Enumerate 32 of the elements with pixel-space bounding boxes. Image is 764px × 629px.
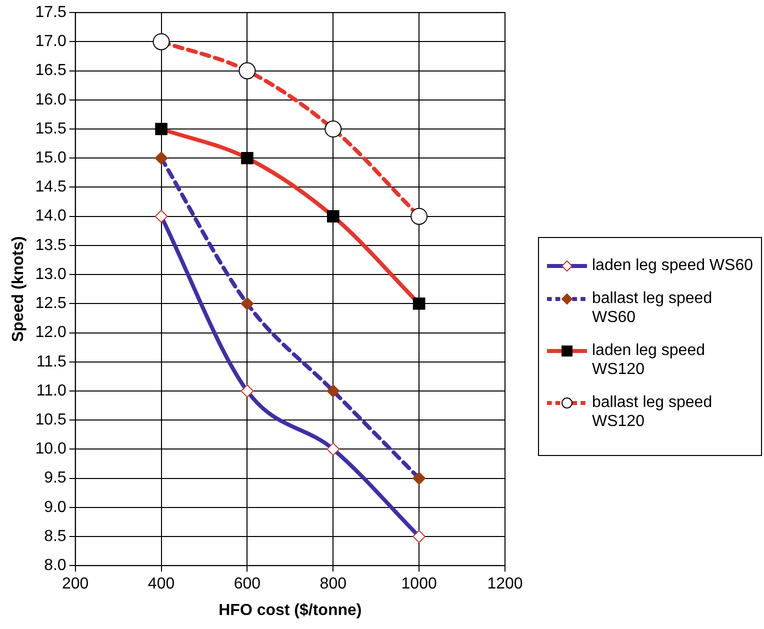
y-tick-label: 17.5 [35, 4, 66, 22]
y-tick-label: 12.0 [35, 324, 66, 342]
y-axis-title: Speed (knots) [10, 236, 28, 342]
y-tick-label: 10.0 [35, 440, 66, 458]
x-tick-label: 200 [62, 576, 89, 593]
y-tick-label: 14.0 [35, 208, 66, 225]
y-tick-label: 15.5 [35, 120, 66, 138]
y-tick-label: 15.0 [35, 150, 66, 167]
legend-label: ballast leg speed WS120 [592, 393, 714, 431]
x-tick-label: 800 [320, 576, 347, 593]
x-tick-label: 400 [148, 576, 175, 593]
x-tick-label: 1000 [401, 576, 437, 593]
y-tick-label: 10.5 [35, 411, 66, 428]
legend-label: ballast leg speed WS60 [592, 289, 714, 327]
y-tick-label: 14.5 [35, 178, 66, 196]
y-tick-label: 9.0 [44, 498, 66, 516]
legend-label: laden leg speed WS60 [592, 256, 753, 275]
y-tick-label: 12.5 [35, 295, 66, 312]
y-tick-label: 17.0 [35, 33, 66, 50]
x-tick-label: 600 [234, 576, 261, 593]
y-tick-label: 16.5 [35, 62, 66, 80]
y-tick-label: 16.0 [35, 91, 66, 108]
y-tick-label: 11.0 [36, 382, 66, 400]
x-axis-title: HFO cost ($/tonne) [218, 602, 362, 619]
x-tick-label: 1200 [487, 576, 523, 593]
y-tick-label: 13.5 [35, 236, 66, 254]
y-tick-label: 13.0 [35, 266, 66, 283]
y-tick-label: 8.5 [44, 528, 66, 545]
y-tick-label: 8.0 [44, 557, 66, 574]
y-tick-label: 9.5 [44, 470, 66, 487]
legend-label: laden leg speed WS120 [592, 341, 706, 379]
y-tick-label: 11.5 [36, 353, 66, 370]
